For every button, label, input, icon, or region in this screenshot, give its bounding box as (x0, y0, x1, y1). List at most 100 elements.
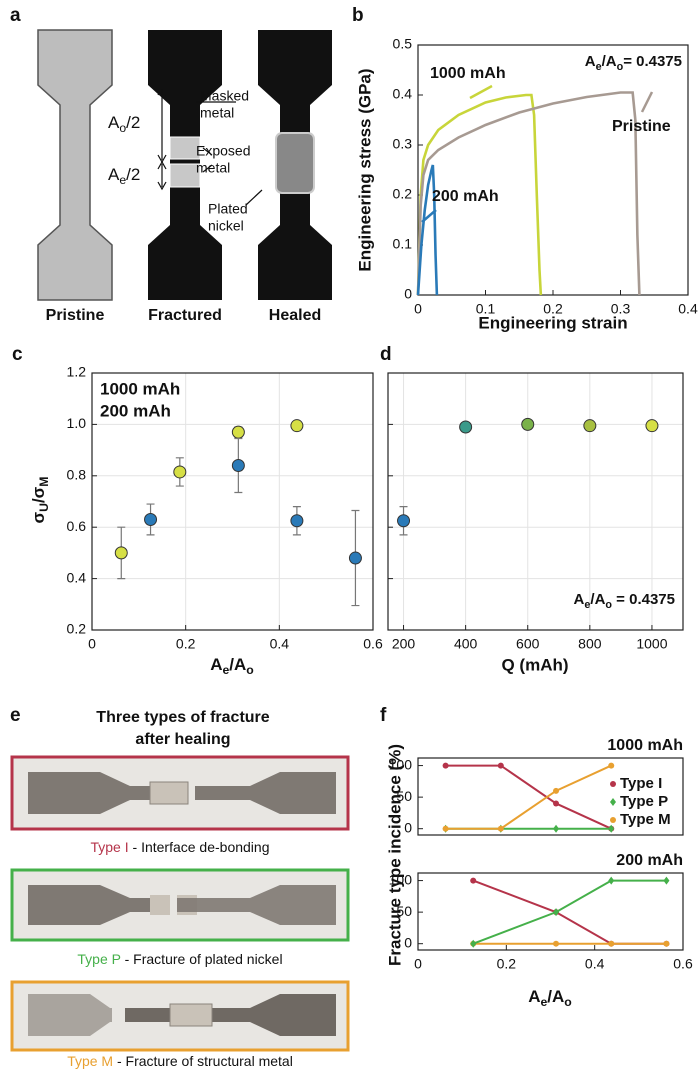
marker (553, 824, 560, 833)
y-tick-label: 1.0 (67, 415, 87, 431)
x-tick-label: 0 (88, 636, 96, 652)
subscript: e (222, 663, 229, 677)
chart-title: 1000 mAh (607, 737, 683, 754)
text-part: A (108, 113, 120, 132)
fracture-desc: - Fracture of structural metal (113, 1053, 293, 1069)
y-tick-label: 100 (389, 756, 413, 772)
series-label: Pristine (612, 118, 671, 135)
y-axis-label: Fracture type incidence (%) (385, 744, 404, 966)
data-point (114, 546, 128, 560)
text-part: σ (29, 512, 48, 524)
legend-label: Type I (620, 775, 662, 792)
subscript: o (246, 663, 253, 677)
marker (470, 939, 477, 948)
marker (442, 825, 449, 832)
photos-title: Three types of fracture (96, 709, 269, 726)
data-point (348, 551, 362, 565)
data-point (231, 425, 245, 439)
y-axis-label: Engineering stress (GPa) (355, 68, 374, 271)
data-point (521, 417, 535, 431)
series-line (416, 164, 439, 296)
marker (553, 908, 560, 917)
photo-type-i (10, 755, 350, 831)
specimen-label: Pristine (46, 307, 105, 324)
plot-frame (91, 372, 374, 631)
data-point (290, 514, 304, 528)
text-part: A (210, 655, 222, 674)
data-point (231, 459, 245, 473)
series-line (472, 879, 667, 945)
data-point (173, 465, 187, 479)
x-tick-label: 400 (454, 636, 478, 652)
y-tick-label: 0 (404, 819, 412, 835)
callout-label: Masked (200, 88, 249, 104)
panel-letter: b (352, 5, 364, 26)
text-part: = 0.4375 (623, 53, 682, 70)
fracture-type: Type I (90, 839, 128, 855)
specimen-label: Healed (269, 307, 321, 324)
marker (553, 787, 560, 794)
x-tick-label: 0.4 (585, 956, 605, 972)
callout-label: nickel (208, 218, 244, 234)
series-label: 200 mAh (432, 188, 499, 205)
x-tick-label: 0.2 (176, 636, 196, 652)
text-part: A (574, 591, 585, 608)
y-tick-label: 0 (404, 286, 412, 302)
x-tick-label: 0 (414, 956, 422, 972)
callout-label: metal (196, 160, 230, 176)
series-line (416, 91, 641, 296)
x-axis-label: Ae/Ao (210, 655, 254, 677)
data-point (583, 419, 597, 433)
legend-label: Type P (620, 793, 668, 810)
y-tick-label: 0.2 (393, 186, 413, 202)
panel-letter: e (10, 705, 21, 726)
series-line (472, 879, 667, 945)
photo-type-p (10, 868, 350, 942)
photos-title: after healing (135, 731, 230, 748)
subscript: e (596, 61, 602, 73)
y-tick-label: 0.8 (67, 467, 87, 483)
fracture-desc: - Fracture of plated nickel (121, 951, 283, 967)
text-part: /2 (126, 165, 140, 184)
series-line (445, 764, 612, 830)
x-tick-label: 0 (414, 301, 422, 317)
panel-letter: f (380, 705, 387, 726)
x-tick-label: 0.1 (476, 301, 496, 317)
subscript: o (605, 599, 612, 611)
series-line (416, 93, 543, 296)
text-part: /σ (29, 486, 48, 503)
dogbone-pristine (37, 29, 113, 301)
label-arrow (469, 84, 493, 100)
y-tick-label: 50 (396, 788, 412, 804)
x-tick-label: 0.6 (673, 956, 693, 972)
marker (553, 940, 560, 947)
dogbone-healed (258, 30, 332, 300)
x-axis-label: Q (mAh) (501, 655, 568, 674)
chart-title: 200 mAh (616, 852, 683, 869)
x-axis-label: Ae/Ao (528, 987, 572, 1009)
text-part: A (585, 53, 596, 70)
y-tick-label: 0.6 (67, 518, 87, 534)
fracture-desc: - Interface de-bonding (129, 839, 270, 855)
x-tick-label: 0.2 (497, 956, 517, 972)
photo-type-m (10, 980, 350, 1052)
dimension-arrows (157, 86, 263, 206)
subscript: e (540, 995, 547, 1009)
marker (663, 940, 670, 947)
subscript: e (584, 599, 590, 611)
legend-marker (610, 781, 616, 787)
legend-label: Type M (620, 811, 671, 828)
callout-label: Exposed (196, 143, 250, 159)
y-axis-label: σU/σM (29, 476, 51, 523)
y-tick-label: 50 (396, 903, 412, 919)
y-tick-label: 100 (389, 871, 413, 887)
fracture-type: Type M (67, 1053, 113, 1069)
x-tick-label: 1000 (636, 636, 667, 652)
x-tick-label: 0.4 (270, 636, 290, 652)
text-part: /A (547, 987, 564, 1006)
text-part: = 0.4375 (612, 591, 675, 608)
text-part: /A (590, 591, 605, 608)
marker (663, 876, 670, 885)
plot-frame (387, 372, 684, 631)
x-tick-label: 600 (516, 636, 540, 652)
